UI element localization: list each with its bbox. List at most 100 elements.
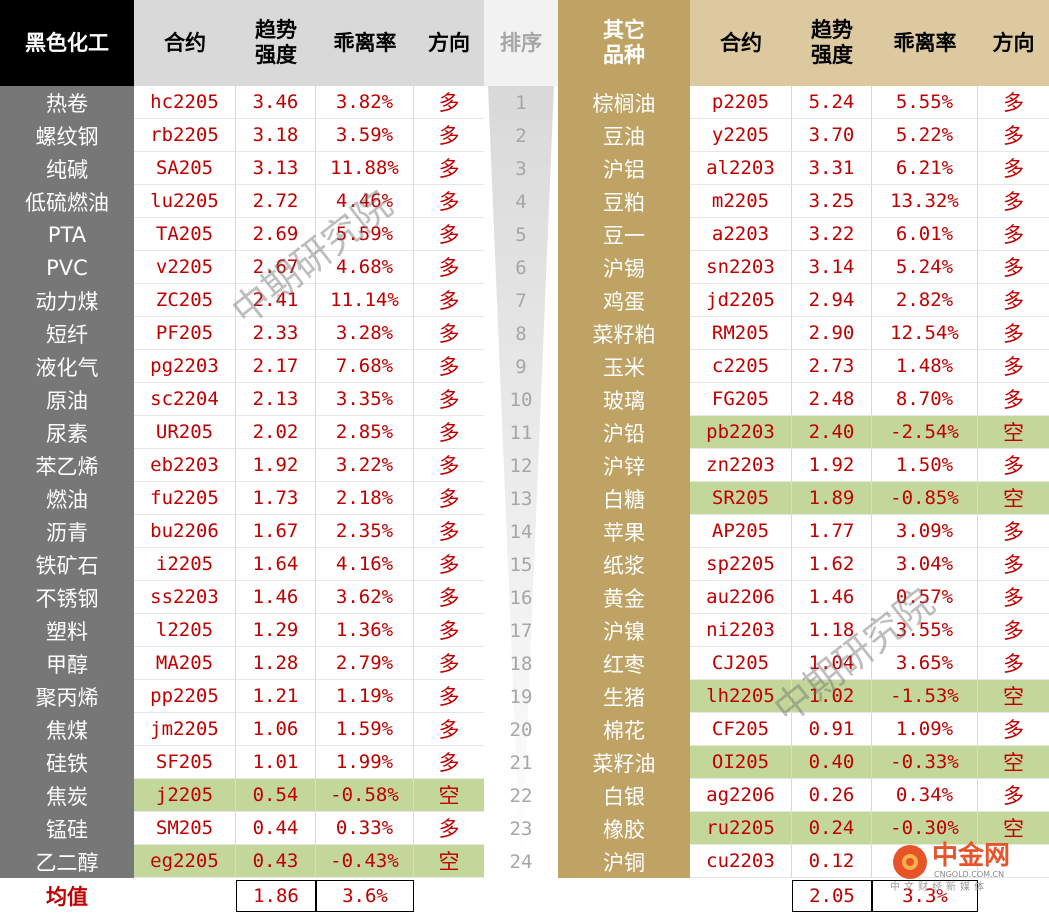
cngold-logo-tagline: 中文财经新媒体 bbox=[890, 882, 988, 893]
left-group-header: 黑色化工 bbox=[25, 30, 109, 55]
left-row-direction: 多 bbox=[414, 713, 484, 746]
rank-number: 2 bbox=[515, 124, 527, 147]
right-row-contract: AP205 bbox=[690, 515, 792, 548]
right-row-contract: sp2205 bbox=[690, 548, 792, 581]
left-row-direction: 多 bbox=[414, 383, 484, 416]
left-row-commodity-name: 塑料 bbox=[0, 614, 134, 647]
left-row-direction: 多 bbox=[414, 284, 484, 317]
right-group-header-bg bbox=[558, 0, 690, 86]
left-row-contract: eg2205 bbox=[134, 845, 236, 878]
right-row-contract: cu2203 bbox=[690, 845, 792, 878]
right-row-direction: 空 bbox=[978, 482, 1049, 515]
left-row-commodity-name: 液化气 bbox=[0, 350, 134, 383]
cngold-logo-subtext: CNGOLD.COM.CN bbox=[934, 870, 1005, 879]
rank-number: 18 bbox=[509, 652, 533, 675]
left-row-trend-strength: 2.17 bbox=[236, 350, 316, 383]
rank-number: 15 bbox=[509, 553, 533, 576]
left-row-commodity-name: 尿素 bbox=[0, 416, 134, 449]
left-row-deviation-rate: 11.14% bbox=[316, 284, 414, 317]
left-row-trend-strength: 2.67 bbox=[236, 251, 316, 284]
right-row-direction: 多 bbox=[978, 449, 1049, 482]
rank-number: 3 bbox=[515, 157, 527, 180]
right-row-trend-strength: 1.18 bbox=[792, 614, 872, 647]
left-row-deviation-rate: 2.79% bbox=[316, 647, 414, 680]
left-row-deviation-rate: 4.68% bbox=[316, 251, 414, 284]
left-row-commodity-name: 甲醇 bbox=[0, 647, 134, 680]
left-row-trend-strength: 0.54 bbox=[236, 779, 316, 812]
right-row-direction: 多 bbox=[978, 317, 1049, 350]
left-row-direction: 多 bbox=[414, 119, 484, 152]
right-row-commodity-name: 菜籽油 bbox=[558, 746, 690, 779]
right-row-deviation-rate: -0.30% bbox=[872, 812, 978, 845]
right-row-deviation-rate: 1.50% bbox=[872, 449, 978, 482]
right-row-trend-strength: 3.22 bbox=[792, 218, 872, 251]
left-row-direction: 多 bbox=[414, 680, 484, 713]
right-row-commodity-name: 纸浆 bbox=[558, 548, 690, 581]
cngold-logo-icon bbox=[893, 845, 927, 879]
left-row-contract: hc2205 bbox=[134, 86, 236, 119]
left-row-deviation-rate: 3.35% bbox=[316, 383, 414, 416]
right-row-contract: ru2205 bbox=[690, 812, 792, 845]
left-row-trend-strength: 3.13 bbox=[236, 152, 316, 185]
right-row-direction: 多 bbox=[978, 218, 1049, 251]
left-row-commodity-name: 硅铁 bbox=[0, 746, 134, 779]
right-row-short-highlight bbox=[690, 812, 1049, 844]
right-average-strength: 2.05 bbox=[792, 880, 872, 912]
right-row-deviation-rate: 1.48% bbox=[872, 350, 978, 383]
right-row-short-highlight bbox=[690, 416, 1049, 448]
left-row-trend-strength: 2.33 bbox=[236, 317, 316, 350]
left-deviation-header: 乖离率 bbox=[333, 30, 397, 55]
left-header-bg bbox=[134, 0, 484, 86]
right-contract-header: 合约 bbox=[720, 30, 762, 55]
left-row-contract: eb2203 bbox=[134, 449, 236, 482]
left-row-trend-strength: 1.06 bbox=[236, 713, 316, 746]
left-row-trend-strength: 2.72 bbox=[236, 185, 316, 218]
cngold-logo-text: 中金网 bbox=[932, 841, 1011, 871]
left-row-trend-strength: 1.67 bbox=[236, 515, 316, 548]
left-row-deviation-rate: 2.18% bbox=[316, 482, 414, 515]
left-row-contract: ZC205 bbox=[134, 284, 236, 317]
right-row-trend-strength: 1.89 bbox=[792, 482, 872, 515]
left-row-trend-strength: 0.44 bbox=[236, 812, 316, 845]
right-row-trend-strength: 1.92 bbox=[792, 449, 872, 482]
left-row-direction: 多 bbox=[414, 449, 484, 482]
rank-number: 6 bbox=[515, 256, 527, 279]
right-row-deviation-rate: 5.24% bbox=[872, 251, 978, 284]
left-row-short-highlight bbox=[134, 779, 484, 811]
right-row-direction: 多 bbox=[978, 350, 1049, 383]
left-row-trend-strength: 1.21 bbox=[236, 680, 316, 713]
left-row-direction: 空 bbox=[414, 779, 484, 812]
right-row-direction: 多 bbox=[978, 548, 1049, 581]
right-row-trend-strength: 1.62 bbox=[792, 548, 872, 581]
left-row-commodity-name: 热卷 bbox=[0, 86, 134, 119]
right-row-direction: 多 bbox=[978, 251, 1049, 284]
left-row-commodity-name: 乙二醇 bbox=[0, 845, 134, 878]
right-row-direction: 多 bbox=[978, 284, 1049, 317]
left-row-commodity-name: 焦炭 bbox=[0, 779, 134, 812]
right-row-direction bbox=[978, 845, 1049, 878]
right-row-contract: zn2203 bbox=[690, 449, 792, 482]
rank-number: 20 bbox=[509, 718, 533, 741]
right-row-commodity-name: 沪锡 bbox=[558, 251, 690, 284]
left-row-direction: 多 bbox=[414, 185, 484, 218]
rank-number: 24 bbox=[509, 850, 533, 873]
right-row-deviation-rate: 8.70% bbox=[872, 383, 978, 416]
right-row-deviation-rate: -2.54% bbox=[872, 416, 978, 449]
left-row-contract: MA205 bbox=[134, 647, 236, 680]
left-row-trend-strength: 2.13 bbox=[236, 383, 316, 416]
right-direction-header: 方向 bbox=[992, 30, 1035, 55]
left-row-direction: 多 bbox=[414, 746, 484, 779]
left-row-trend-strength: 3.46 bbox=[236, 86, 316, 119]
right-average-deviation: 3.3% bbox=[872, 880, 978, 912]
left-row-deviation-rate: 4.46% bbox=[316, 185, 414, 218]
left-row-contract: fu2205 bbox=[134, 482, 236, 515]
right-row-commodity-name: 玉米 bbox=[558, 350, 690, 383]
left-row-trend-strength: 1.64 bbox=[236, 548, 316, 581]
left-row-commodity-name: 螺纹钢 bbox=[0, 119, 134, 152]
right-row-commodity-name: 鸡蛋 bbox=[558, 284, 690, 317]
right-row-direction: 多 bbox=[978, 581, 1049, 614]
right-row-short-highlight bbox=[690, 746, 1049, 778]
left-row-contract: pp2205 bbox=[134, 680, 236, 713]
left-row-direction: 多 bbox=[414, 515, 484, 548]
right-row-deviation-rate: 1.09% bbox=[872, 713, 978, 746]
